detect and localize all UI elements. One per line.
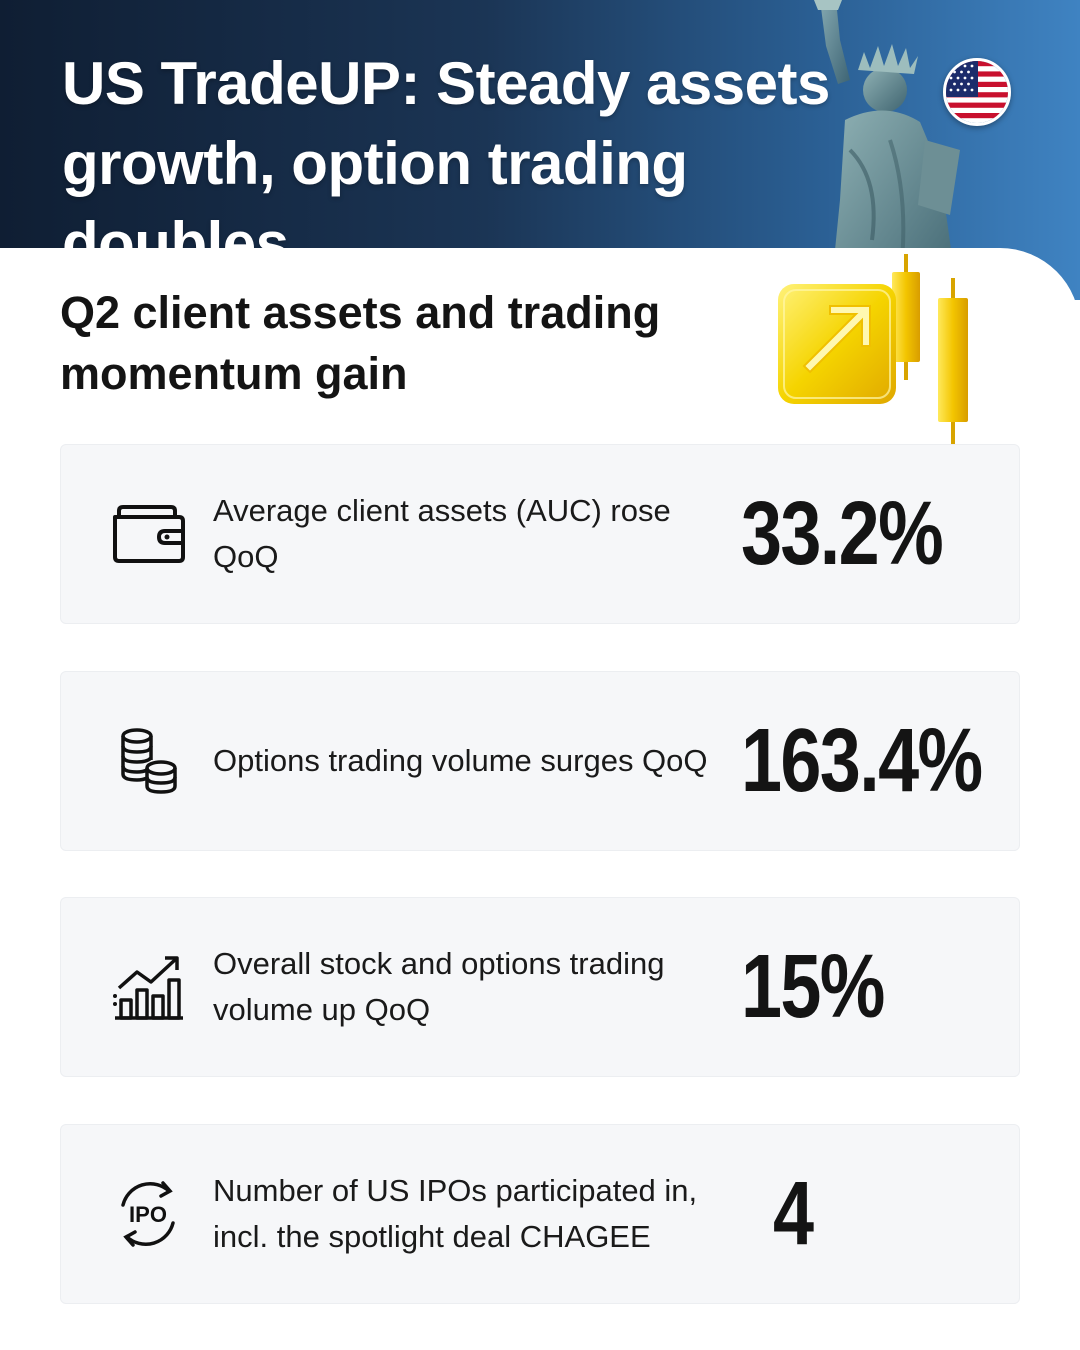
gold-growth-arrow-icon — [778, 254, 968, 444]
stat-card-options-volume: Options trading volume surges QoQ 163.4% — [60, 671, 1020, 851]
stat-value: 163.4% — [741, 711, 983, 811]
stat-card-auc: Average client assets (AUC) rose QoQ 33.… — [60, 444, 1020, 624]
section-subtitle: Q2 client assets and trading momentum ga… — [60, 287, 661, 399]
growth-chart-icon — [113, 956, 183, 1020]
stat-card-overall-volume: Overall stock and options trading volume… — [60, 897, 1020, 1077]
us-flag-icon — [943, 58, 1011, 126]
stat-value: 4 — [773, 1164, 814, 1264]
stat-value: 33.2% — [741, 484, 944, 584]
stat-label: Options trading volume surges QoQ — [213, 743, 708, 778]
coins-stack-icon — [121, 728, 177, 794]
stat-label: Overall stock and options trading volume… — [213, 946, 665, 1027]
page-title: US TradeUP: Steady assets growth, option… — [62, 50, 830, 277]
svg-text:IPO: IPO — [129, 1202, 167, 1227]
ipo-icon: IPO — [121, 1181, 175, 1247]
stat-value: 15% — [741, 937, 885, 1037]
stat-label: Average client assets (AUC) rose QoQ — [213, 493, 671, 574]
stat-label: Number of US IPOs participated in, incl.… — [213, 1173, 698, 1254]
stat-card-ipo: IPO Number of US IPOs participated in, i… — [60, 1124, 1020, 1304]
wallet-icon — [113, 505, 185, 563]
